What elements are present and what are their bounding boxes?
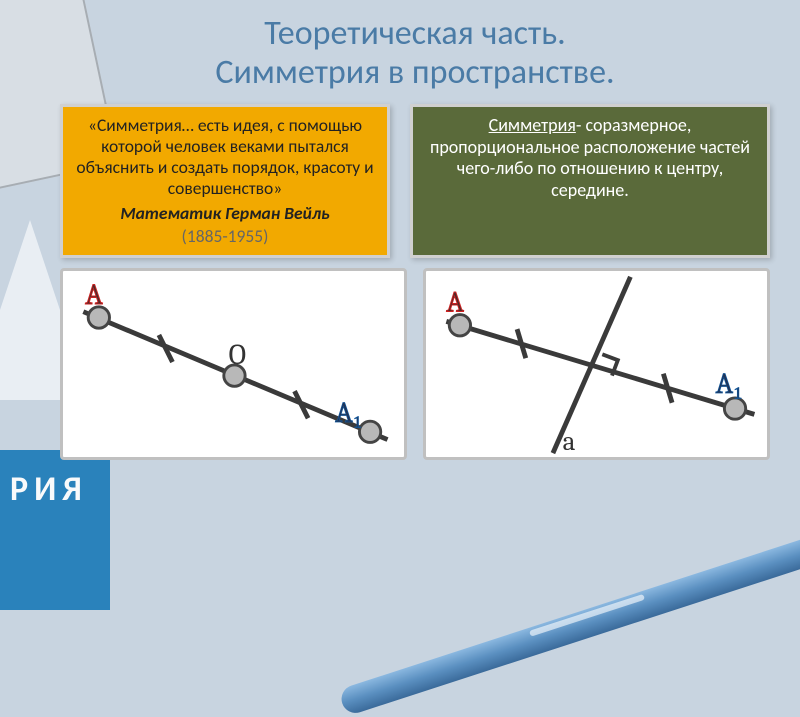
label-a: a xyxy=(563,426,576,457)
title-line-1: Теоретическая часть. xyxy=(264,13,565,54)
label-A1: A₁ xyxy=(335,397,363,430)
quote-text: «Симметрия… есть идея, с помощью которой… xyxy=(75,115,375,199)
definition-term: Симметрия xyxy=(489,114,576,136)
label-A1-2: A₁ xyxy=(716,368,744,401)
diagram-point-symmetry: A O A₁ xyxy=(60,268,407,460)
quote-box: «Симметрия… есть идея, с помощью которой… xyxy=(60,104,390,258)
diagram-axis-symmetry: A A₁ a xyxy=(423,268,770,460)
definition-text: - соразмерное, пропорциональное располож… xyxy=(430,114,750,201)
label-O: O xyxy=(229,339,246,372)
label-A: A xyxy=(85,279,103,312)
slide-title: Теоретическая часть. Симметрия в простра… xyxy=(60,14,770,92)
label-A-2: A xyxy=(446,287,464,320)
quote-author: Математик Герман Вейль xyxy=(75,203,375,224)
title-line-2: Симметрия в пространстве. xyxy=(215,52,614,93)
definition-box: Симметрия- соразмерное, пропорциональное… xyxy=(410,104,770,258)
quote-years: (1885-1955) xyxy=(75,226,375,247)
